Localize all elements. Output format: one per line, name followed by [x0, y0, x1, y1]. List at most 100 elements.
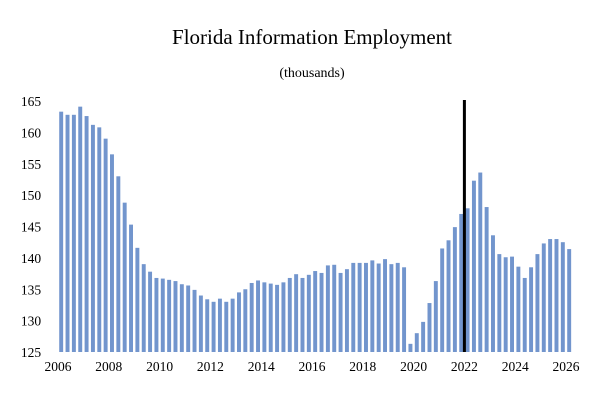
- bar: [287, 277, 292, 352]
- bar: [129, 224, 133, 352]
- y-tick-label: 130: [21, 314, 42, 329]
- bar: [243, 289, 248, 352]
- bar: [370, 260, 375, 352]
- bar: [560, 242, 565, 352]
- bar: [186, 285, 191, 352]
- bar: [440, 248, 445, 352]
- bar: [414, 333, 419, 352]
- y-tick-label: 140: [21, 251, 42, 266]
- bar: [522, 277, 527, 352]
- bar: [402, 267, 407, 352]
- bar: [332, 264, 337, 352]
- bar: [471, 180, 476, 352]
- bar: [421, 321, 426, 352]
- bar: [59, 111, 64, 352]
- bar: [497, 254, 502, 352]
- bar: [491, 235, 495, 352]
- bar: [249, 282, 254, 352]
- y-tick-label: 160: [21, 125, 42, 140]
- bar: [510, 256, 514, 352]
- bar: [408, 343, 413, 352]
- bar: [357, 262, 362, 352]
- bar: [268, 283, 273, 352]
- y-tick-label: 155: [21, 157, 42, 172]
- x-tick-label: 2012: [197, 359, 224, 374]
- bar: [148, 271, 153, 352]
- bar: [338, 272, 343, 352]
- bar: [167, 279, 172, 352]
- bar: [351, 262, 356, 352]
- bar: [160, 278, 165, 352]
- x-axis-tick-labels: 2006 2008 2010 2012 2014 2016 2018 2020 2022 2024…: [45, 359, 580, 374]
- bar: [554, 239, 559, 352]
- bar: [548, 239, 553, 352]
- bar: [516, 266, 521, 352]
- bar: [205, 299, 210, 352]
- bar: [262, 282, 267, 352]
- bar: [224, 301, 229, 352]
- bar: [465, 208, 470, 352]
- bar: [319, 272, 324, 352]
- y-tick-label: 125: [21, 345, 42, 360]
- bar: [90, 124, 95, 352]
- bar: [459, 213, 464, 352]
- bar: [376, 263, 381, 352]
- chart-title: Florida Information Employment: [172, 25, 452, 49]
- bar: [389, 264, 394, 352]
- bar: [110, 154, 114, 352]
- bar: [198, 295, 203, 352]
- bar: [446, 240, 451, 352]
- bar: [230, 298, 235, 352]
- bar: [154, 277, 159, 352]
- bar: [116, 176, 121, 352]
- bar: [173, 281, 178, 352]
- bar: [135, 247, 140, 352]
- bar: [97, 127, 102, 352]
- y-tick-label: 165: [21, 94, 42, 109]
- x-tick-label: 2024: [502, 359, 529, 374]
- chart-subtitle: (thousands): [279, 66, 345, 81]
- bar: [275, 284, 280, 352]
- bar: [383, 259, 387, 352]
- bar: [344, 269, 349, 352]
- bar: [325, 265, 330, 352]
- bar: [313, 271, 318, 352]
- bar: [237, 292, 241, 352]
- bar: [484, 207, 489, 352]
- bar: [71, 114, 76, 352]
- bar: [65, 114, 70, 352]
- bar: [535, 254, 540, 352]
- bar: [529, 267, 534, 352]
- bar: [478, 172, 483, 352]
- bar: [300, 277, 305, 352]
- bar: [433, 281, 438, 352]
- bar: [217, 298, 222, 352]
- bar: [364, 262, 368, 352]
- bar: [211, 301, 216, 352]
- bar: [281, 282, 286, 352]
- bar: [122, 202, 127, 352]
- y-tick-label: 135: [21, 282, 42, 297]
- bar: [567, 249, 572, 352]
- y-tick-label: 145: [21, 220, 42, 235]
- bar: [256, 280, 260, 352]
- x-tick-label: 2022: [451, 359, 478, 374]
- x-tick-label: 2020: [400, 359, 427, 374]
- bar: [294, 274, 299, 352]
- bar: [427, 303, 432, 352]
- y-axis-tick-labels: 125 130 135 140 145 150 155 160 165: [21, 94, 42, 360]
- bar: [306, 274, 311, 352]
- bar-series: [59, 106, 572, 353]
- bar: [179, 284, 184, 352]
- x-tick-label: 2006: [45, 359, 72, 374]
- x-tick-label: 2018: [349, 359, 376, 374]
- x-tick-label: 2014: [248, 359, 275, 374]
- x-tick-label: 2008: [95, 359, 122, 374]
- bar: [78, 106, 83, 353]
- y-tick-label: 150: [21, 188, 42, 203]
- bar: [503, 257, 508, 352]
- x-tick-label: 2010: [146, 359, 173, 374]
- bar: [192, 289, 197, 352]
